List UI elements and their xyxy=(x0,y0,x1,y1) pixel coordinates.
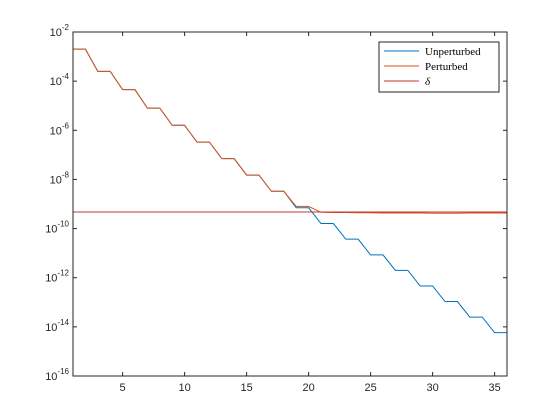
y-tick-label: 10-10 xyxy=(45,220,69,236)
x-tick-label: 35 xyxy=(488,382,500,394)
x-tick-label: 10 xyxy=(178,382,190,394)
y-tick-label: 10-2 xyxy=(50,23,70,39)
y-tick-label: 10-6 xyxy=(50,121,70,137)
series-line-1 xyxy=(73,48,507,214)
legend-box xyxy=(378,41,500,93)
x-tick-label: 15 xyxy=(240,382,252,394)
y-tick-label: 10-14 xyxy=(45,318,69,334)
y-tick-label: 10-4 xyxy=(50,72,70,88)
legend-label: Unperturbed xyxy=(425,46,481,58)
axes-box xyxy=(72,31,508,377)
x-tick-label: 5 xyxy=(120,382,126,394)
y-tick-label: 10-16 xyxy=(45,367,69,383)
x-tick-label: 30 xyxy=(426,382,438,394)
x-tick-label: 25 xyxy=(364,382,376,394)
y-tick-label: 10-12 xyxy=(45,269,69,285)
legend-label: δ xyxy=(425,76,431,88)
legend: Unperturbed Perturbed δ xyxy=(378,41,500,93)
y-tick-label: 10-8 xyxy=(50,170,70,186)
x-tick-label: 20 xyxy=(302,382,314,394)
series-layer xyxy=(73,48,507,334)
legend-label: Perturbed xyxy=(425,61,468,73)
axes-layer: 5 10 15 20 25 30 35 10-16 10-14 10-12 10-10 10-8 10-… xyxy=(45,23,508,394)
